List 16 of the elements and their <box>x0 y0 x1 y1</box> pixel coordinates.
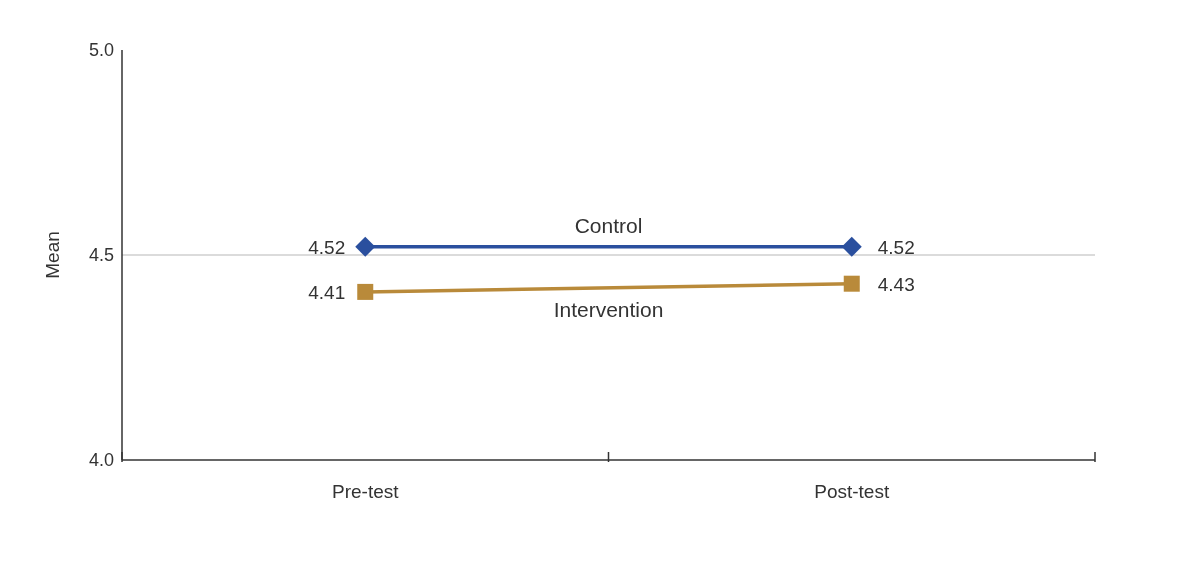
data-label: 4.52 <box>877 236 915 258</box>
data-label: 4.52 <box>308 236 346 258</box>
data-label: 4.43 <box>877 273 915 295</box>
x-tick-label: Post-test <box>814 481 890 502</box>
point <box>843 275 860 292</box>
y-tick-label: 4.5 <box>88 245 114 266</box>
data-label: 4.41 <box>308 281 346 303</box>
point <box>357 283 374 300</box>
series-label: Control <box>574 213 643 237</box>
point <box>355 236 376 257</box>
point <box>841 236 862 257</box>
x-tick-label: Pre-test <box>331 481 400 502</box>
series-label: Intervention <box>553 297 664 321</box>
y-axis-title: Mean <box>41 231 63 279</box>
y-tick-label: 5.0 <box>88 40 114 61</box>
y-tick-label: 4.0 <box>88 450 114 471</box>
